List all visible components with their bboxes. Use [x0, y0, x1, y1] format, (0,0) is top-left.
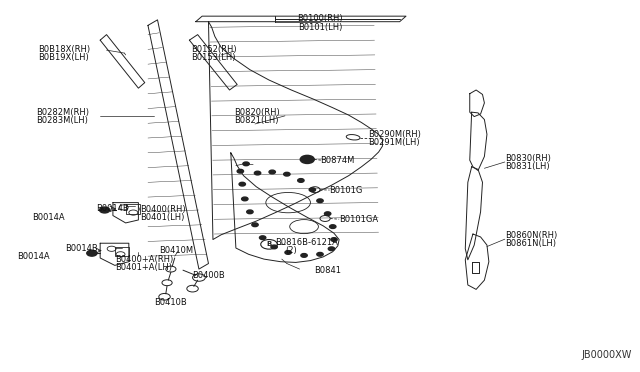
Bar [115, 247, 129, 256]
Text: B0014A: B0014A [32, 213, 65, 222]
Text: B0291M(LH): B0291M(LH) [368, 138, 419, 147]
Circle shape [242, 197, 248, 201]
Text: B0400(RH): B0400(RH) [140, 205, 186, 214]
Text: B0410M: B0410M [159, 246, 193, 255]
Text: B0014B: B0014B [65, 244, 98, 253]
Text: B0014B: B0014B [96, 203, 129, 213]
Text: B0861N(LH): B0861N(LH) [505, 240, 556, 248]
Text: B0841: B0841 [314, 266, 340, 275]
Circle shape [309, 188, 316, 192]
Text: B0100(RH): B0100(RH) [297, 13, 343, 22]
Text: B0820(RH): B0820(RH) [234, 108, 280, 117]
Circle shape [252, 223, 258, 227]
Circle shape [239, 182, 246, 186]
Circle shape [284, 172, 290, 176]
Text: B: B [266, 241, 271, 247]
Circle shape [243, 162, 249, 166]
Circle shape [324, 212, 331, 215]
Text: B0874M: B0874M [320, 156, 355, 166]
Text: B0860N(RH): B0860N(RH) [505, 231, 557, 240]
Text: B0831(LH): B0831(LH) [505, 162, 549, 171]
Circle shape [87, 250, 97, 256]
Circle shape [330, 225, 336, 228]
Circle shape [331, 238, 337, 241]
Text: B0B18X(RH): B0B18X(RH) [38, 45, 90, 54]
Circle shape [285, 251, 291, 254]
Circle shape [269, 170, 275, 174]
Circle shape [254, 171, 260, 175]
Text: B0400B: B0400B [193, 271, 225, 280]
Text: B0830(RH): B0830(RH) [505, 154, 550, 163]
Bar [126, 205, 140, 214]
Circle shape [237, 169, 244, 173]
Text: B0821(LH): B0821(LH) [234, 116, 278, 125]
Circle shape [259, 236, 266, 240]
Circle shape [100, 207, 109, 213]
Circle shape [317, 253, 323, 256]
Circle shape [300, 155, 314, 163]
Text: B0400+A(RH): B0400+A(RH) [115, 254, 173, 264]
Circle shape [246, 210, 253, 214]
Circle shape [328, 247, 335, 251]
Text: B0816B-6121A: B0816B-6121A [275, 238, 339, 247]
Text: B0101(LH): B0101(LH) [298, 23, 342, 32]
Text: JB0000XW: JB0000XW [582, 350, 632, 359]
Text: B0401+A(LH): B0401+A(LH) [115, 263, 172, 272]
Text: B0410B: B0410B [154, 298, 187, 307]
Circle shape [317, 199, 323, 203]
Text: B0152(RH): B0152(RH) [191, 45, 237, 54]
Text: B0283M(LH): B0283M(LH) [36, 116, 88, 125]
Circle shape [298, 179, 304, 182]
Circle shape [301, 254, 307, 257]
Text: B0014A: B0014A [17, 252, 50, 262]
Text: (2): (2) [285, 246, 297, 255]
Circle shape [271, 245, 277, 249]
Text: B0101G: B0101G [329, 186, 362, 195]
Text: B0401(LH): B0401(LH) [140, 213, 185, 222]
Text: B0153(LH): B0153(LH) [191, 53, 236, 62]
Text: B0B19X(LH): B0B19X(LH) [38, 53, 89, 62]
Text: B0101GA: B0101GA [339, 215, 378, 224]
Text: B0290M(RH): B0290M(RH) [368, 130, 420, 139]
Text: B0282M(RH): B0282M(RH) [36, 108, 90, 117]
